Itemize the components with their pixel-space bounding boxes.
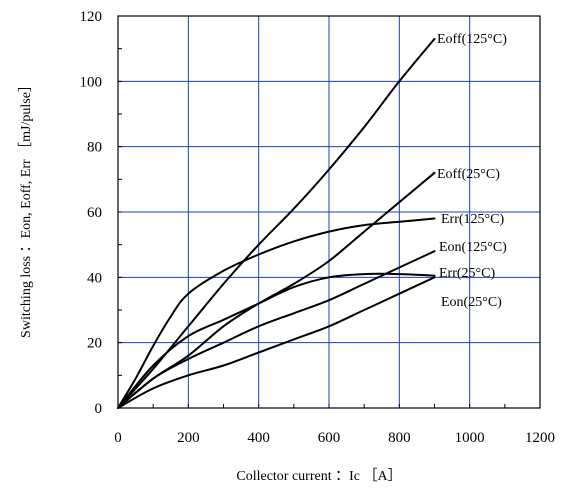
x-tick-label: 400 bbox=[247, 430, 270, 446]
series-line-eon-125-c bbox=[117, 250, 436, 409]
y-tick-label: 100 bbox=[80, 74, 103, 90]
x-tick-label: 1000 bbox=[455, 430, 485, 446]
series-label-eoff-25-c: Eoff(25°C) bbox=[437, 167, 500, 182]
x-tick-labels: 0 200 400 600 800 1000 1200 bbox=[114, 430, 555, 446]
y-tick-label: 40 bbox=[87, 270, 102, 286]
x-tick-label: 1200 bbox=[525, 430, 555, 446]
series-lines bbox=[117, 37, 436, 409]
series-label-err-25-c: Err(25°C) bbox=[439, 266, 495, 281]
series-line-err-125-c bbox=[117, 217, 436, 409]
y-tick-label: 60 bbox=[87, 205, 102, 221]
series-label-eon-125-c: Eon(125°C) bbox=[439, 240, 507, 255]
y-tick-label: 20 bbox=[87, 336, 102, 352]
series-label-eon-25-c: Eon(25°C) bbox=[441, 295, 502, 310]
series-label-err-125-c: Err(125°C) bbox=[441, 212, 504, 227]
x-tick-label: 200 bbox=[177, 430, 200, 446]
series-line-eoff-125-c bbox=[117, 37, 436, 409]
series-line-eoff-25-c bbox=[117, 171, 436, 409]
x-tick-label: 0 bbox=[114, 430, 122, 446]
y-tick-labels: 0 20 40 60 80 100 120 bbox=[80, 9, 103, 417]
series-line-eon-25-c bbox=[117, 276, 436, 409]
y-axis-label: Switching loss ：Eon, Eoff, Err ［mJ/pulse… bbox=[18, 78, 34, 338]
series-label-eoff-125-c: Eoff(125°C) bbox=[437, 32, 507, 47]
y-tick-label: 120 bbox=[80, 9, 103, 25]
y-tick-label: 80 bbox=[87, 140, 102, 156]
x-tick-label: 600 bbox=[318, 430, 341, 446]
x-tick-label: 800 bbox=[388, 430, 411, 446]
series-labels: Eoff(125°C) Eoff(25°C) Err(125°C) Eon(125°C… bbox=[437, 32, 507, 310]
series-line-err-25-c bbox=[117, 272, 436, 409]
x-axis-label: Collector current ：Ic ［A］ bbox=[236, 468, 401, 484]
y-tick-label: 0 bbox=[95, 401, 103, 417]
